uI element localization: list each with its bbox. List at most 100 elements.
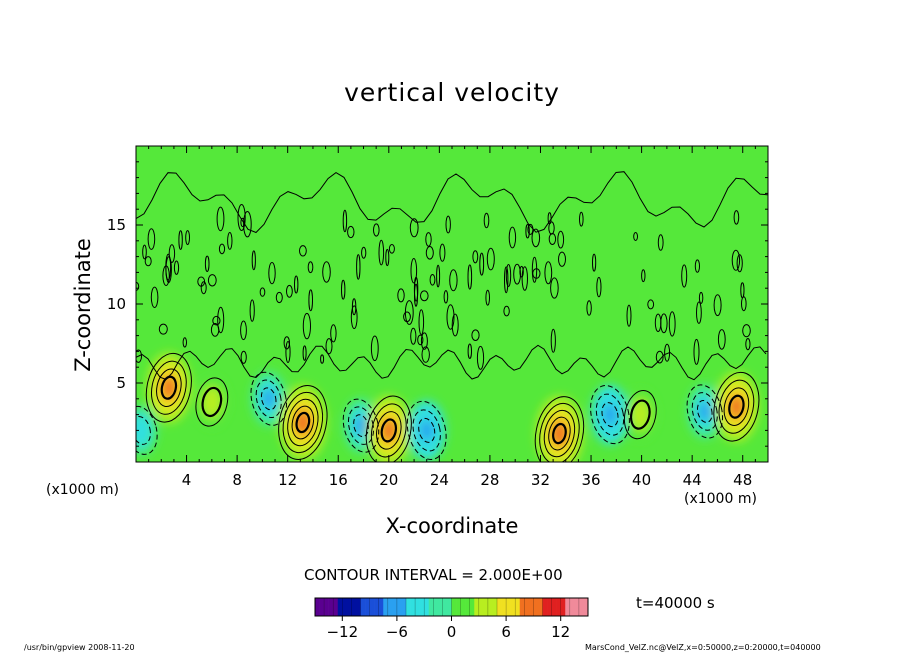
- contour-small: [641, 269, 646, 283]
- colorbar-cell: [333, 598, 339, 616]
- x-tick-label: 44: [683, 471, 702, 489]
- colorbar-cell: [374, 598, 379, 616]
- heatmap-field: [136, 146, 768, 462]
- contour-small: [420, 332, 428, 350]
- field-blob: [354, 415, 368, 436]
- footer-left: /usr/bin/gpview 2008-11-20: [24, 643, 135, 652]
- contour-small: [320, 354, 325, 364]
- contour-ring: [370, 403, 407, 458]
- contour-small: [586, 300, 592, 316]
- contour-small: [485, 289, 491, 306]
- colorbar-cell: [369, 598, 375, 616]
- colorbar-cell: [442, 598, 448, 616]
- x-tick-label: 16: [329, 471, 348, 489]
- contour-ring: [713, 371, 760, 442]
- contour-small: [299, 245, 307, 257]
- colorbar-cell: [346, 598, 352, 616]
- contour-small: [173, 260, 180, 275]
- x-tick-label: 4: [182, 471, 192, 489]
- contour-small: [204, 255, 210, 272]
- contour-small: [285, 341, 291, 363]
- contour-small: [451, 313, 459, 337]
- contour-small: [417, 334, 424, 346]
- contour-small: [657, 234, 664, 251]
- contour-ring: [552, 422, 567, 445]
- colorbar-cell: [515, 598, 521, 616]
- colorbar-cell: [497, 598, 502, 616]
- contour-ring: [696, 400, 713, 423]
- contour-small: [548, 233, 557, 245]
- colorbar-cell: [428, 598, 434, 616]
- contour-small: [136, 349, 142, 363]
- colorbar-cell: [556, 598, 561, 616]
- contour-small: [388, 244, 395, 254]
- y-tick-label: 10: [107, 295, 126, 313]
- contour-lines: [136, 171, 768, 462]
- colorbar-cell: [387, 598, 393, 616]
- contour-ring: [151, 360, 187, 415]
- colorbar-cell: [501, 598, 507, 616]
- colorbar-cell: [424, 598, 430, 616]
- contour-small: [378, 239, 385, 266]
- contour-small: [731, 249, 741, 271]
- contour-small: [414, 283, 418, 307]
- contour-small: [275, 291, 283, 304]
- colorbar-tick-label: −6: [386, 623, 408, 641]
- contour-small: [531, 228, 541, 248]
- contour-small: [259, 287, 266, 297]
- contour-ring: [201, 386, 223, 418]
- chart-title: vertical velocity: [344, 78, 560, 107]
- colorbar-cell: [474, 598, 480, 616]
- contour-upper: [136, 171, 768, 234]
- field-blob: [698, 401, 711, 422]
- colorbar-cell: [410, 598, 416, 616]
- contour-small: [409, 218, 419, 238]
- contour-small: [693, 338, 700, 365]
- contour-ring: [629, 399, 651, 430]
- contour-small: [421, 346, 430, 363]
- colorbar-cell: [537, 598, 543, 616]
- contour-small: [249, 299, 255, 322]
- colorbar-cell: [519, 598, 525, 616]
- contour-ring: [728, 394, 745, 419]
- contour-small: [733, 210, 740, 225]
- contour-small: [418, 309, 425, 336]
- contour-small: [436, 264, 441, 288]
- contour-small: [350, 305, 358, 330]
- colorbar-cell: [583, 598, 589, 616]
- contour-small: [449, 269, 458, 292]
- x-tick-label: 8: [232, 471, 242, 489]
- contour-small: [361, 246, 367, 259]
- contour-small: [503, 305, 510, 317]
- contour-ring: [291, 405, 315, 440]
- contour-small: [302, 312, 311, 340]
- x-tick-label: 12: [278, 471, 297, 489]
- contour-small: [218, 243, 226, 255]
- colorbar-cell: [560, 598, 566, 616]
- x-tick-label: 24: [430, 471, 449, 489]
- contour-ring: [623, 390, 657, 440]
- colorbar-cell: [574, 598, 580, 616]
- colorbar-cell: [487, 598, 493, 616]
- contour-small: [341, 279, 346, 300]
- contour-small: [168, 244, 176, 263]
- contour-ring: [347, 406, 375, 445]
- field-blob: [136, 421, 147, 440]
- colorbar-cell: [355, 598, 361, 616]
- contour-ring: [287, 398, 319, 447]
- x-tick-label: 40: [632, 471, 651, 489]
- colorbar-cell: [510, 598, 516, 616]
- contour-ring: [260, 387, 277, 411]
- colorbar-cell: [456, 598, 461, 616]
- contour-small: [397, 288, 405, 303]
- contour-small: [142, 244, 147, 260]
- colorbar-cell: [433, 598, 439, 616]
- contour-small: [197, 276, 206, 287]
- contour-small: [294, 275, 299, 294]
- x-tick-label: 36: [581, 471, 600, 489]
- x-unit-label-right: (x1000 m): [684, 491, 757, 507]
- contour-small: [508, 226, 517, 249]
- contour-small: [550, 328, 556, 353]
- contour-small: [633, 232, 638, 241]
